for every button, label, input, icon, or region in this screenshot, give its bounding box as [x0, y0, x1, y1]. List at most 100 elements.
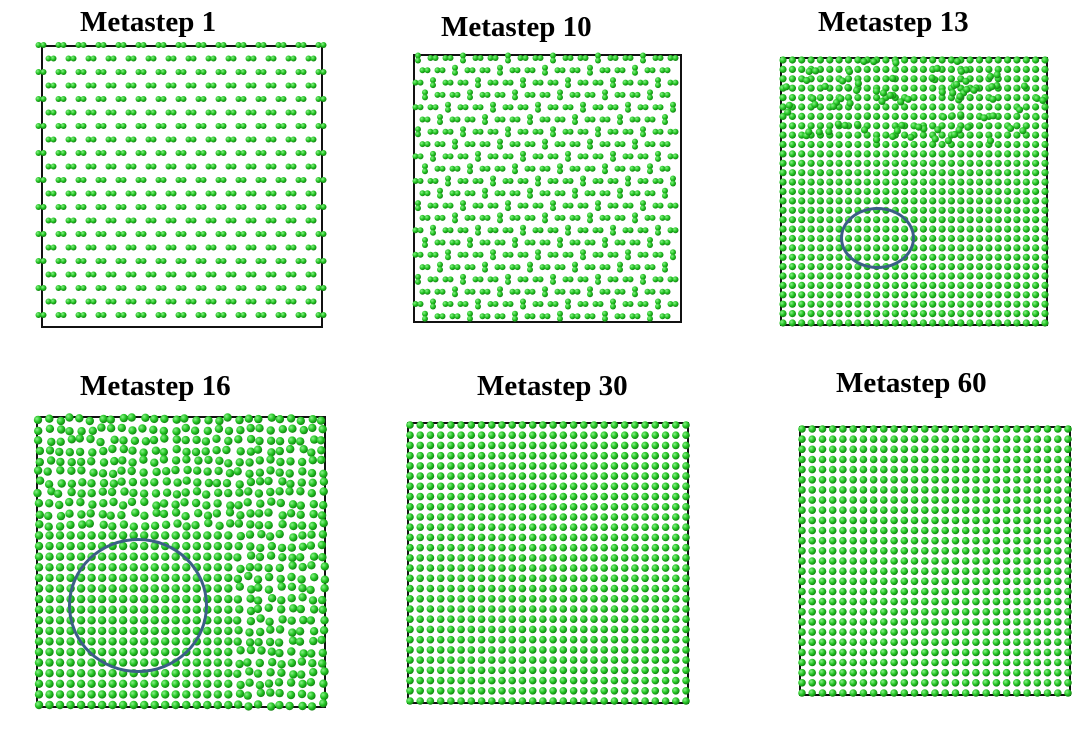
atom: [127, 413, 136, 422]
atom: [559, 574, 568, 583]
atom: [582, 55, 589, 61]
atom: [150, 584, 159, 593]
atom: [170, 109, 177, 116]
atom: [559, 523, 568, 531]
atom: [985, 122, 993, 130]
atom: [60, 285, 67, 291]
atom: [826, 310, 834, 318]
atom: [1004, 140, 1012, 149]
atom: [460, 131, 466, 138]
atom: [171, 647, 180, 657]
atom: [78, 478, 87, 487]
atom: [45, 499, 54, 508]
atom: [285, 163, 292, 170]
atom: [171, 690, 180, 699]
atom: [1023, 465, 1031, 474]
atom: [55, 177, 62, 183]
atom: [549, 554, 557, 562]
atom: [161, 616, 170, 625]
atom: [607, 251, 614, 258]
atom: [818, 689, 827, 697]
atom: [87, 552, 96, 561]
atom: [835, 150, 843, 158]
atom: [661, 574, 670, 583]
atom: [233, 574, 243, 584]
atom: [1022, 187, 1030, 196]
atom: [424, 141, 431, 148]
atom: [254, 521, 264, 530]
atom: [87, 489, 96, 498]
atom: [807, 178, 815, 186]
atom: [260, 231, 267, 237]
atom: [921, 496, 929, 504]
atom: [882, 253, 890, 261]
atom: [910, 506, 919, 514]
atom: [212, 509, 222, 518]
atom: [610, 574, 619, 583]
atom: [788, 94, 796, 102]
atom: [140, 123, 147, 129]
atom: [182, 455, 191, 464]
atom: [818, 486, 827, 494]
atom: [580, 175, 586, 182]
atom: [788, 319, 796, 327]
atom: [966, 244, 974, 252]
atom: [270, 109, 277, 116]
atom: [295, 204, 302, 210]
atom: [140, 42, 147, 48]
atom: [835, 234, 843, 243]
atom: [863, 253, 871, 261]
atom: [610, 605, 619, 613]
atom: [100, 285, 107, 291]
atom: [807, 169, 815, 177]
atom: [265, 190, 272, 197]
atom: [509, 116, 516, 123]
atom: [890, 547, 898, 555]
atom: [171, 465, 180, 475]
atom: [267, 647, 276, 656]
atom: [106, 415, 116, 424]
atom: [590, 584, 598, 593]
atom: [1064, 536, 1072, 545]
atom: [602, 237, 608, 243]
atom: [235, 69, 242, 75]
atom: [436, 595, 445, 603]
atom: [145, 271, 152, 278]
atom: [1006, 124, 1015, 133]
atom: [477, 564, 486, 572]
atom: [854, 56, 862, 64]
atom: [835, 169, 843, 177]
atom: [160, 123, 167, 129]
atom: [1004, 56, 1012, 64]
atom: [80, 312, 87, 318]
atom: [434, 67, 441, 74]
atom: [87, 479, 96, 488]
atom: [245, 271, 252, 278]
atom: [320, 285, 327, 291]
atom: [35, 476, 45, 485]
atom: [512, 89, 518, 96]
atom: [518, 564, 527, 572]
atom: [569, 595, 578, 603]
atom: [488, 666, 496, 675]
atom: [517, 178, 524, 184]
atom: [938, 75, 946, 83]
atom: [532, 79, 539, 86]
atom: [863, 94, 871, 102]
atom: [498, 554, 506, 562]
atom: [150, 679, 159, 688]
atom: [308, 659, 317, 668]
atom: [854, 310, 862, 318]
atom: [535, 254, 541, 261]
atom: [268, 658, 277, 667]
atom: [826, 112, 834, 120]
atom: [415, 52, 421, 59]
atom: [235, 582, 244, 591]
atom: [798, 291, 806, 299]
atom: [462, 251, 469, 258]
atom: [120, 69, 127, 75]
atom: [966, 291, 974, 299]
atom: [947, 216, 955, 224]
atom: [528, 533, 537, 542]
atom: [240, 231, 247, 237]
